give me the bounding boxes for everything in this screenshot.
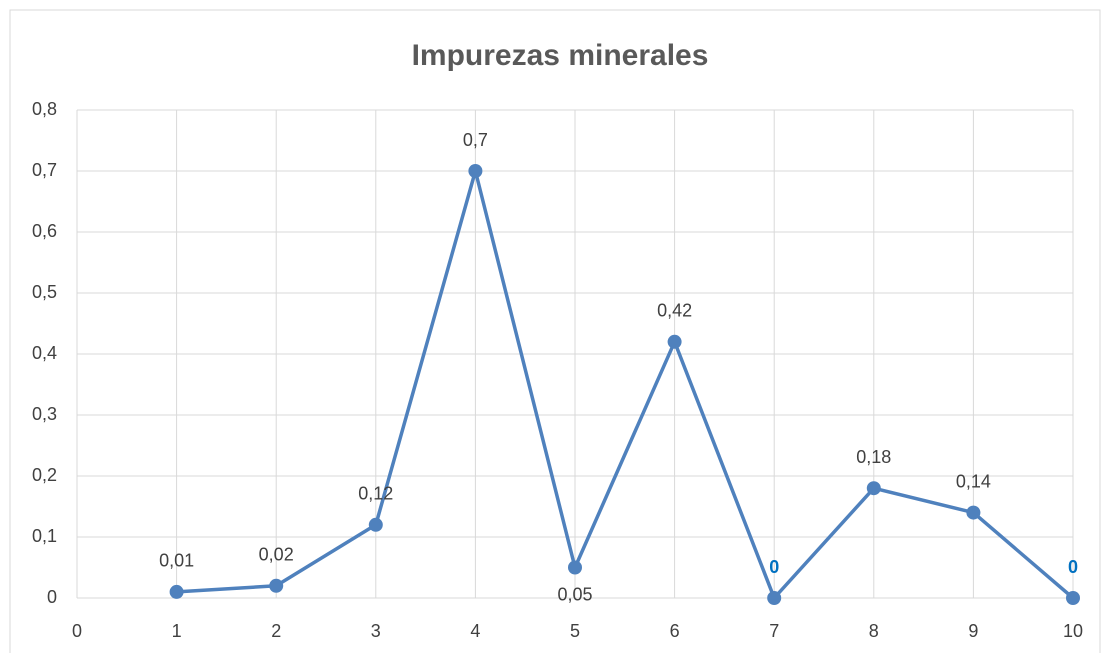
y-tick-label: 0,6: [32, 221, 57, 241]
marker: [568, 560, 582, 575]
line: [176, 169, 1075, 600]
marker: [1066, 591, 1080, 605]
y-tick-label: 0,2: [32, 465, 57, 485]
marker: [667, 334, 682, 349]
x-tick-label: 3: [371, 621, 381, 641]
x-tick-label: 2: [271, 621, 281, 641]
y-tick-label: 0,5: [32, 282, 57, 302]
y-tick-label: 0: [47, 587, 57, 607]
x-tick-label: 0: [72, 621, 82, 641]
data-label: 0,12: [358, 484, 393, 504]
y-tick-label: 0,8: [32, 99, 57, 119]
y-tick-label: 0,7: [32, 160, 57, 180]
x-tick-label: 10: [1063, 621, 1083, 641]
marker: [169, 584, 184, 599]
y-tick-label: 0,3: [32, 404, 57, 424]
x-tick-label: 8: [869, 621, 879, 641]
data-label: 0,7: [463, 130, 488, 150]
marker: [767, 591, 782, 605]
data-label: 0,05: [557, 584, 592, 604]
x-tick-label: 9: [968, 621, 978, 641]
chart-title: Impurezas minerales: [412, 39, 709, 72]
data-label: 0,02: [259, 545, 294, 565]
chart-border: [9, 9, 1101, 653]
data-label: 0,18: [856, 447, 891, 467]
data-label: 0,14: [956, 471, 991, 491]
marker: [468, 164, 483, 178]
x-tick-label: 4: [470, 621, 480, 641]
marker: [866, 481, 881, 496]
x-tick-label: 7: [769, 621, 779, 641]
marker: [966, 505, 981, 520]
data-label: 0,42: [657, 301, 692, 321]
marker: [269, 578, 284, 593]
data-label: 0: [1068, 557, 1078, 577]
y-tick-label: 0,1: [32, 526, 57, 546]
x-tick-label: 6: [670, 621, 680, 641]
x-tick-label: 1: [172, 621, 182, 641]
marker: [368, 517, 383, 532]
data-label: 0: [769, 557, 779, 577]
data-label: 0,01: [159, 551, 194, 571]
y-tick-label: 0,4: [32, 343, 57, 363]
x-tick-label: 5: [570, 621, 580, 641]
